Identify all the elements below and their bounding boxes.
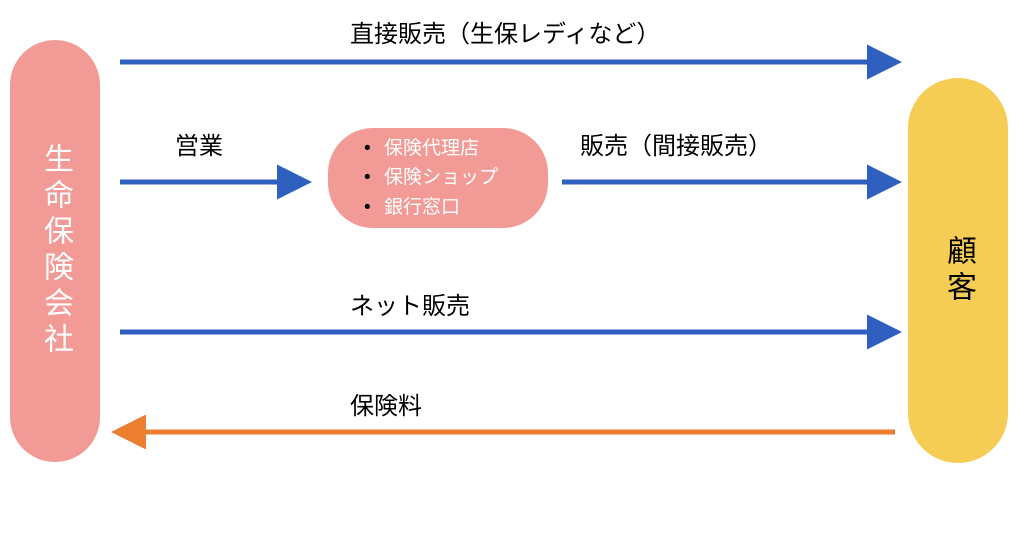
arrow-label-indirect-sales: 販売（間接販売）: [580, 126, 772, 161]
arrow-label-premium: 保険料: [350, 386, 422, 421]
arrows-canvas: [0, 0, 1024, 538]
intermediary-list: 保険代理店 保険ショップ 銀行窓口: [364, 134, 548, 222]
intermediary-item: 保険ショップ: [364, 163, 548, 192]
intermediary-item: 保険代理店: [364, 134, 548, 163]
entity-insurer: 生命保険会社: [10, 40, 100, 462]
arrow-label-eigyo: 営業: [175, 126, 223, 161]
entity-insurer-label: 生命保険会社: [33, 143, 77, 359]
entity-customer-label: 顧客: [936, 235, 980, 307]
arrow-label-net-sales: ネット販売: [350, 286, 470, 321]
intermediary-item: 銀行窓口: [364, 193, 548, 222]
arrow-label-direct-sales: 直接販売（生保レディなど）: [350, 14, 660, 49]
entity-customer: 顧客: [908, 78, 1008, 463]
intermediary-node: 保険代理店 保険ショップ 銀行窓口: [328, 128, 548, 228]
